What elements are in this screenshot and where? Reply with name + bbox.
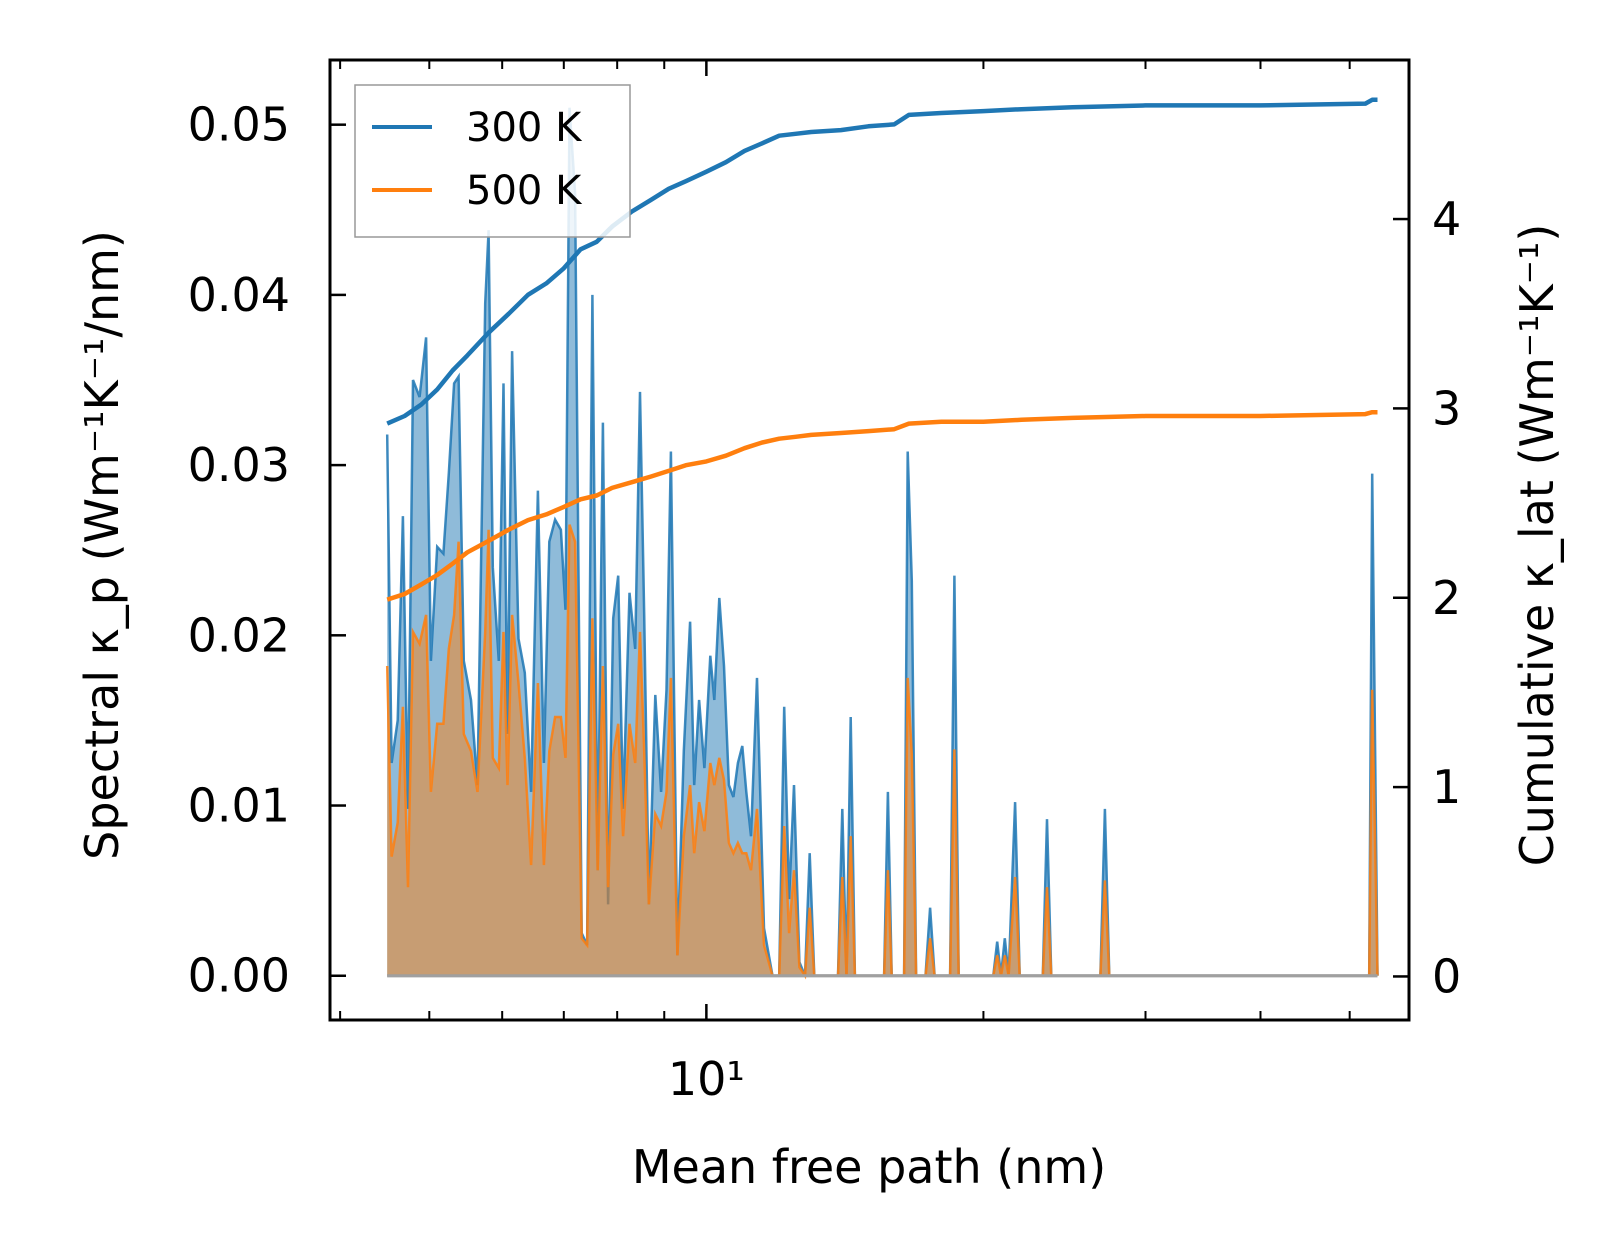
- y-left-tick-label: 0.02: [188, 608, 290, 662]
- y-right-tick-label: 3: [1432, 381, 1461, 435]
- cumulative-line-500k: [386, 409, 1378, 602]
- y-right-tick-label: 0: [1432, 949, 1461, 1003]
- x-tick-label: 10¹: [668, 1052, 745, 1106]
- y-axis-right-title: Cumulative κ_lat (Wm⁻¹K⁻¹): [1510, 224, 1564, 867]
- legend-label-500k: 500 K: [466, 168, 583, 214]
- legend-label-300k: 300 K: [466, 105, 583, 151]
- plot-frame: [328, 58, 1411, 1022]
- y-left-tick-label: 0.04: [188, 268, 290, 322]
- legend: 300 K 500 K: [354, 84, 631, 238]
- y-left-tick-label: 0.00: [188, 949, 290, 1003]
- y-right-tick-label: 1: [1432, 760, 1461, 814]
- spectral-area-500k: [387, 524, 1378, 976]
- cumulative-line-layer: [386, 97, 1378, 602]
- x-axis-title: Mean free path (nm): [632, 1140, 1106, 1194]
- y-right-tick-label: 2: [1432, 571, 1461, 625]
- cumulative-line-300k: [386, 97, 1378, 426]
- tick-layer: 0.00 0.01 0.02 0.03 0.04 0.05 0 1 2 3 4 10¹: [188, 60, 1461, 1106]
- legend-box: [354, 84, 631, 238]
- y-left-tick-label: 0.01: [188, 779, 290, 833]
- y-axis-left-title: Spectral κ_p (Wm⁻¹K⁻¹/nm): [75, 230, 129, 860]
- spectral-area-layer: [385, 107, 1379, 980]
- y-right-tick-label: 4: [1432, 192, 1461, 246]
- y-left-tick-label: 0.03: [188, 438, 290, 492]
- y-left-tick-label: 0.05: [188, 98, 290, 152]
